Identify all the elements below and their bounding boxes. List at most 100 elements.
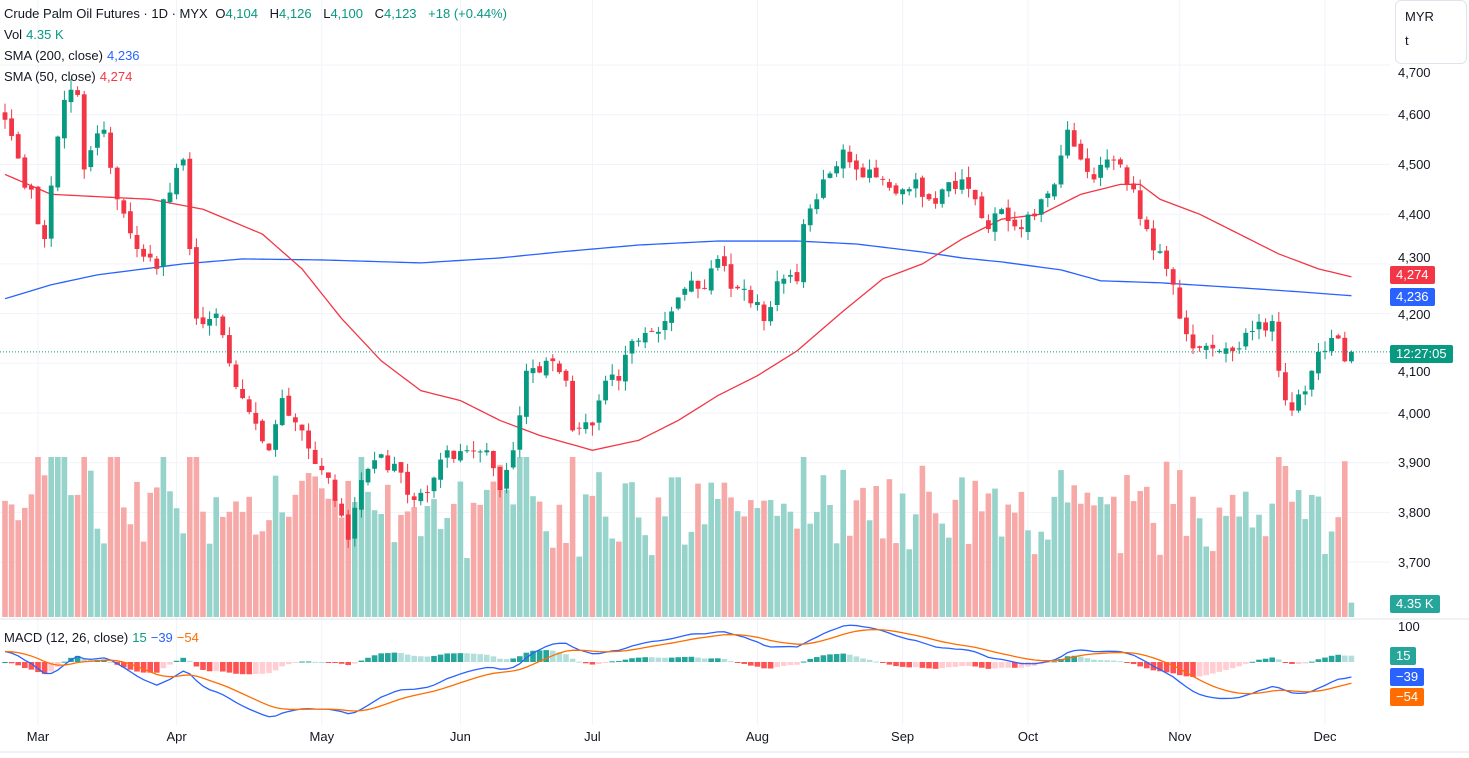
volume-bar bbox=[1335, 517, 1341, 617]
macd-histogram-bar bbox=[1342, 655, 1348, 662]
macd-histogram-bar bbox=[972, 662, 978, 667]
candle-body bbox=[42, 225, 47, 240]
macd-legend[interactable]: MACD (12, 26, close) 15 −39 −54 bbox=[4, 630, 203, 645]
macd-histogram-bar bbox=[1315, 659, 1322, 662]
macd-histogram-bar bbox=[913, 662, 919, 668]
macd-histogram-bar bbox=[220, 662, 226, 672]
volume-bar bbox=[134, 481, 140, 617]
candle-body bbox=[187, 158, 193, 249]
candle-body bbox=[332, 479, 338, 501]
volume-bar bbox=[107, 457, 114, 617]
candle-body bbox=[616, 376, 622, 381]
candle-body bbox=[121, 200, 127, 214]
candle-body bbox=[497, 466, 503, 491]
volume-bar bbox=[484, 489, 490, 617]
volume-bar bbox=[1282, 465, 1289, 617]
macd-histogram-bar bbox=[1348, 655, 1355, 662]
volume-bar bbox=[1005, 504, 1011, 617]
candle-body bbox=[788, 275, 793, 277]
candle-body bbox=[1184, 317, 1189, 335]
macd-histogram-bar bbox=[35, 662, 41, 673]
macd-histogram-bar bbox=[734, 662, 741, 663]
sma200-line bbox=[4, 240, 1352, 300]
volume-bar bbox=[972, 480, 978, 617]
macd-histogram-bar bbox=[371, 655, 378, 662]
candle-body bbox=[1309, 370, 1315, 390]
macd-histogram-bar bbox=[622, 659, 629, 662]
macd-histogram-bar bbox=[312, 661, 318, 663]
volume-bar bbox=[444, 518, 450, 617]
volume-bar bbox=[523, 457, 530, 617]
volume-bar bbox=[114, 457, 120, 617]
volume-bar bbox=[913, 514, 919, 617]
candle-body bbox=[761, 304, 767, 322]
volume-bar bbox=[1157, 554, 1163, 617]
time-axis-month: Apr bbox=[166, 729, 187, 744]
macd-histogram-bar bbox=[596, 662, 602, 664]
macd-histogram-bar bbox=[1078, 656, 1084, 662]
macd-histogram-bar bbox=[1058, 658, 1064, 662]
macd-histogram-bar bbox=[1256, 659, 1262, 662]
candle-body bbox=[695, 280, 701, 289]
candle-body bbox=[801, 224, 806, 283]
candle-body bbox=[75, 90, 80, 95]
volume-bar bbox=[140, 541, 147, 617]
volume-bar bbox=[1223, 515, 1229, 617]
macd-histogram-bar bbox=[55, 662, 61, 667]
candle-body bbox=[1137, 190, 1143, 219]
sma200-value: 4,236 bbox=[107, 48, 140, 63]
high-value: 4,126 bbox=[279, 6, 312, 21]
currency-unit-selector[interactable]: MYR t bbox=[1395, 0, 1467, 64]
macd-histogram-bar bbox=[305, 661, 312, 663]
macd-histogram-bar bbox=[715, 658, 721, 662]
candle-body bbox=[1091, 174, 1097, 180]
candle-body bbox=[1190, 334, 1196, 349]
volume-bar bbox=[1203, 546, 1209, 617]
volume-bar bbox=[437, 529, 444, 617]
candle-body bbox=[48, 185, 54, 239]
candle-body bbox=[1005, 207, 1011, 222]
volume-bar bbox=[1210, 551, 1216, 617]
volume-bar bbox=[338, 517, 345, 617]
volume-bar bbox=[635, 517, 642, 617]
volume-bar bbox=[728, 497, 734, 617]
macd-histogram-bar bbox=[814, 657, 820, 662]
volume-bar bbox=[767, 499, 774, 617]
candle-body bbox=[405, 471, 410, 495]
sma200-legend[interactable]: SMA (200, close) 4,236 bbox=[4, 48, 144, 63]
volume-bar bbox=[200, 511, 206, 617]
volume-legend[interactable]: Vol 4.35 K bbox=[4, 27, 68, 42]
volume-bar bbox=[939, 523, 945, 617]
volume-bar bbox=[266, 520, 272, 617]
sma50-legend[interactable]: SMA (50, close) 4,274 bbox=[4, 69, 136, 84]
macd-histogram-bar bbox=[906, 662, 912, 668]
candle-body bbox=[1283, 372, 1288, 401]
macd-histogram-bar bbox=[338, 662, 345, 664]
volume-bar bbox=[1097, 496, 1104, 617]
volume-bar bbox=[1302, 519, 1308, 617]
macd-histogram-bar bbox=[998, 662, 1005, 668]
open-label: O bbox=[215, 6, 226, 21]
macd-histogram-bar bbox=[530, 650, 536, 662]
volume-bar bbox=[992, 488, 998, 617]
volume-bar bbox=[622, 483, 629, 617]
macd-histogram-bar bbox=[919, 662, 926, 668]
volume-bar bbox=[985, 493, 992, 617]
macd-histogram-bar bbox=[1137, 662, 1143, 667]
volume-bar bbox=[239, 511, 246, 617]
macd-histogram-bar bbox=[860, 658, 866, 662]
candle-body bbox=[563, 370, 569, 381]
price-axis-tick: 3,700 bbox=[1398, 554, 1431, 570]
macd-histogram-bar bbox=[74, 655, 81, 662]
volume-bar bbox=[1058, 470, 1064, 617]
candle-body bbox=[444, 450, 450, 458]
volume-bar bbox=[503, 489, 510, 617]
volume-bar bbox=[1342, 461, 1348, 617]
macd-histogram-bar bbox=[781, 662, 787, 666]
volume-bar bbox=[721, 482, 728, 617]
macd-histogram-bar bbox=[602, 662, 609, 663]
time-axis-month: Aug bbox=[745, 729, 769, 744]
macd-histogram-bar bbox=[807, 658, 813, 662]
price-axis-tick: 4,300 bbox=[1398, 250, 1431, 265]
